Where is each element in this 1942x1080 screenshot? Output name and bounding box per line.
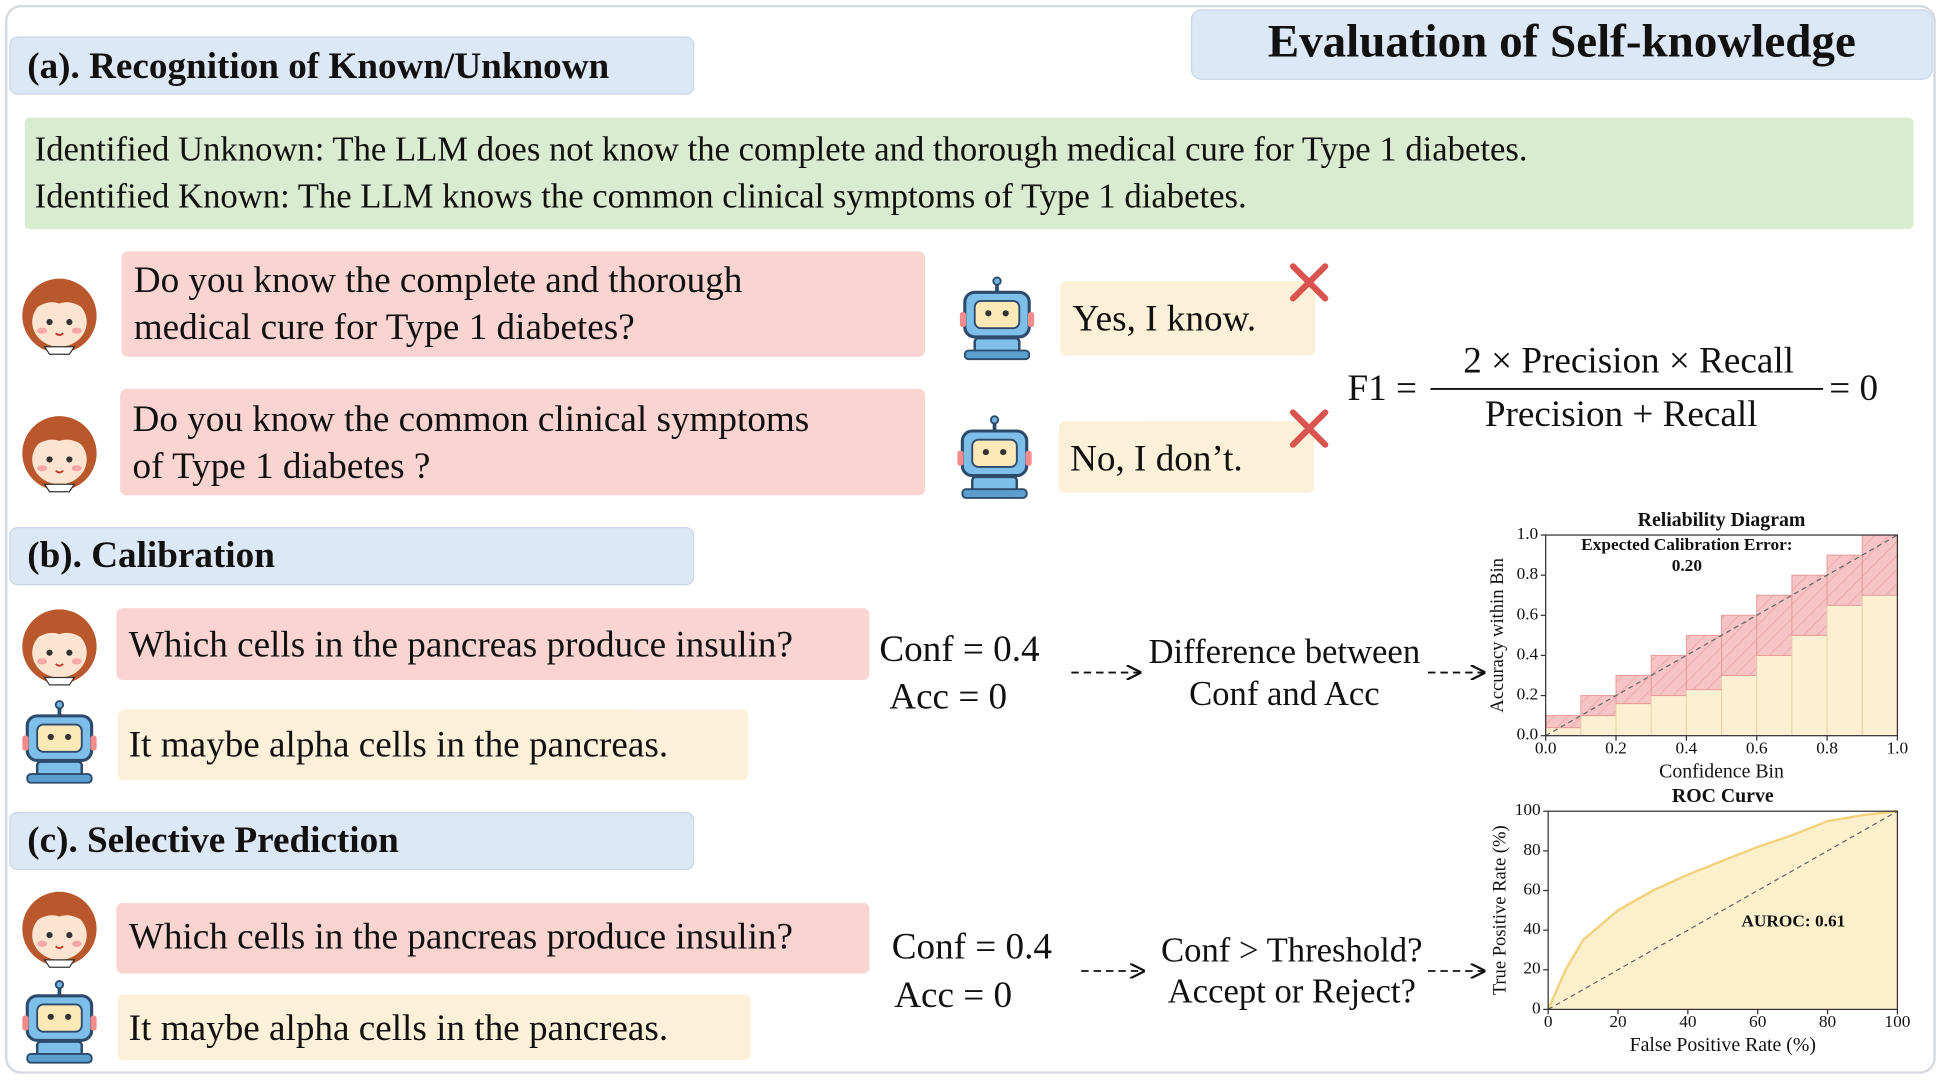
roc-line (1547, 810, 1898, 1010)
formula-result: = 0 (1829, 368, 1878, 409)
x-tick-label: 0 (1544, 1012, 1553, 1031)
question: Do you know the common clinical symptoms (133, 399, 810, 440)
gap-hatch (1545, 715, 1581, 728)
step: Accept or Reject? (1168, 972, 1416, 1010)
gap-hatch (1756, 595, 1792, 656)
y-tick-label: 60 (1523, 879, 1540, 898)
y-tick-label: 0.0 (1517, 725, 1539, 744)
summary-box (24, 117, 1914, 230)
summary: Identified Known: The LLM knows the comm… (35, 177, 1247, 215)
question-box (120, 388, 926, 496)
heading-box (9, 811, 695, 871)
x-axis-label: False Positive Rate (%) (1630, 1034, 1816, 1056)
gap-hatch (1686, 635, 1722, 690)
diagonal (1545, 534, 1898, 737)
plot-frame (1547, 810, 1899, 1011)
accuracy-bar (1650, 695, 1687, 737)
question: of Type 1 diabetes ? (133, 446, 431, 487)
x-tick-label: 40 (1679, 1012, 1696, 1031)
step: Conf and Acc (1189, 675, 1380, 713)
title-box (1190, 9, 1933, 80)
question: Which cells in the pancreas produce insu… (129, 624, 793, 665)
x-tick-label: 0.4 (1676, 738, 1698, 757)
heading-box (9, 36, 695, 95)
accuracy-bar (1861, 594, 1898, 737)
gap-hatch (1862, 535, 1898, 596)
y-tick-label: 0.2 (1517, 685, 1539, 704)
x-tick-label: 60 (1749, 1012, 1766, 1031)
question-box (121, 251, 926, 357)
x-tick-label: 1.0 (1887, 738, 1909, 757)
y-tick-label: 1.0 (1517, 524, 1539, 543)
heading: (a). Recognition of Known/Unknown (27, 46, 609, 87)
question-box (116, 902, 870, 974)
x-tick-label: 100 (1884, 1012, 1910, 1031)
heading-box (9, 526, 695, 586)
x-tick-label: 20 (1609, 1012, 1626, 1031)
y-axis-label: True Positive Rate (%) (1489, 825, 1510, 995)
gap-hatch (1651, 655, 1687, 696)
y-axis-label: Accuracy within Bin (1487, 558, 1508, 713)
question: Which cells in the pancreas produce insu… (129, 917, 793, 958)
answer: Yes, I know. (1073, 299, 1257, 340)
metric: Conf = 0.4 (879, 629, 1039, 670)
y-tick-label: 0.8 (1517, 564, 1539, 583)
x-tick-label: 80 (1819, 1012, 1836, 1031)
x-tick-label: 0.2 (1605, 738, 1627, 757)
accuracy-bar (1685, 689, 1723, 737)
answer: No, I don’t. (1070, 439, 1243, 480)
annotation: 0.20 (1672, 556, 1702, 575)
formula-lhs: F1 = (1348, 368, 1417, 409)
accuracy-bar (1791, 634, 1828, 737)
x-axis-label: Confidence Bin (1659, 760, 1784, 782)
chart-title: Reliability Diagram (1638, 509, 1806, 531)
y-tick-label: 0 (1532, 998, 1541, 1017)
x-tick-label: 0.0 (1535, 738, 1557, 757)
plot-frame (1545, 534, 1899, 737)
answer: It maybe alpha cells in the pancreas. (129, 725, 668, 766)
y-tick-label: 0.6 (1517, 604, 1539, 623)
question: medical cure for Type 1 diabetes? (134, 307, 635, 348)
diagonal (1547, 810, 1898, 1010)
formula-denominator: Precision + Recall (1485, 394, 1758, 435)
gap-hatch (1721, 615, 1757, 676)
answer-box (117, 709, 749, 781)
y-tick-label: 0.4 (1517, 644, 1539, 663)
question-box (116, 608, 870, 680)
gap-hatch (1616, 675, 1652, 704)
annotation: AUROC: 0.61 (1741, 912, 1845, 931)
heading: (b). Calibration (27, 535, 275, 576)
step: Conf > Threshold? (1161, 932, 1422, 970)
question: Do you know the complete and thorough (134, 260, 743, 301)
title: Evaluation of Self-knowledge (1268, 16, 1856, 68)
step: Difference between (1149, 633, 1421, 671)
formula-numerator: 2 × Precision × Recall (1463, 341, 1794, 382)
accuracy-bar (1545, 727, 1582, 737)
answer-box (1058, 421, 1315, 493)
x-tick-label: 0.8 (1816, 738, 1838, 757)
answer-box (117, 994, 751, 1061)
heading: (c). Selective Prediction (27, 820, 399, 861)
accuracy-bar (1826, 604, 1863, 737)
chart-title: ROC Curve (1672, 785, 1774, 807)
gap-hatch (1827, 555, 1863, 606)
metric: Conf = 0.4 (892, 926, 1052, 967)
annotation: Expected Calibration Error: (1581, 535, 1792, 554)
answer: It maybe alpha cells in the pancreas. (129, 1008, 668, 1049)
y-tick-label: 80 (1523, 840, 1540, 859)
y-tick-label: 40 (1523, 919, 1540, 938)
y-tick-label: 100 (1515, 800, 1541, 819)
gap-hatch (1791, 575, 1828, 636)
metric: Acc = 0 (894, 975, 1012, 1016)
accuracy-bar (1615, 703, 1652, 737)
accuracy-bar (1721, 674, 1758, 737)
summary: Identified Unknown: The LLM does not kno… (35, 130, 1528, 168)
metric: Acc = 0 (889, 676, 1007, 717)
y-tick-label: 20 (1523, 959, 1540, 978)
accuracy-bar (1580, 715, 1617, 737)
accuracy-bar (1756, 654, 1793, 737)
x-tick-label: 0.6 (1746, 738, 1768, 757)
answer-box (1060, 281, 1316, 356)
